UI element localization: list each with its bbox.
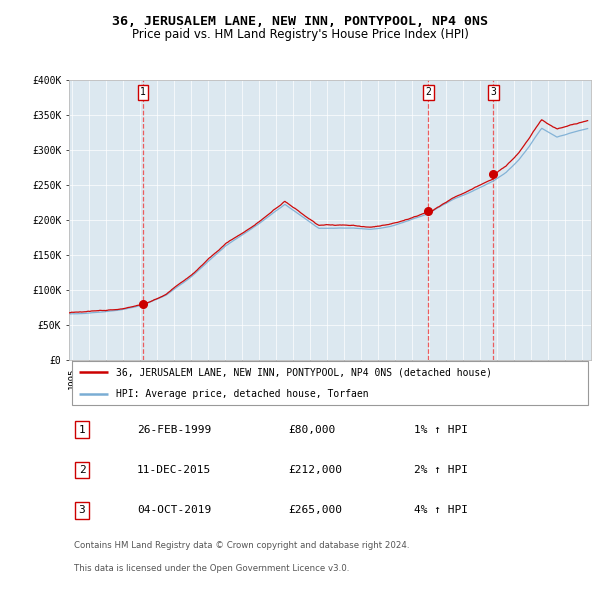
Text: 26-FEB-1999: 26-FEB-1999	[137, 425, 211, 435]
Text: 36, JERUSALEM LANE, NEW INN, PONTYPOOL, NP4 0NS (detached house): 36, JERUSALEM LANE, NEW INN, PONTYPOOL, …	[116, 368, 492, 378]
Text: 2: 2	[79, 465, 85, 475]
Text: 1% ↑ HPI: 1% ↑ HPI	[413, 425, 467, 435]
Text: £212,000: £212,000	[288, 465, 342, 475]
Text: 3: 3	[79, 506, 85, 516]
Text: 04-OCT-2019: 04-OCT-2019	[137, 506, 211, 516]
Text: Price paid vs. HM Land Registry's House Price Index (HPI): Price paid vs. HM Land Registry's House …	[131, 28, 469, 41]
Text: HPI: Average price, detached house, Torfaen: HPI: Average price, detached house, Torf…	[116, 389, 368, 399]
Text: This data is licensed under the Open Government Licence v3.0.: This data is licensed under the Open Gov…	[74, 565, 350, 573]
FancyBboxPatch shape	[71, 362, 589, 405]
Text: 11-DEC-2015: 11-DEC-2015	[137, 465, 211, 475]
Text: 2: 2	[425, 87, 431, 97]
Text: Contains HM Land Registry data © Crown copyright and database right 2024.: Contains HM Land Registry data © Crown c…	[74, 541, 410, 550]
Text: 4% ↑ HPI: 4% ↑ HPI	[413, 506, 467, 516]
Text: £265,000: £265,000	[288, 506, 342, 516]
Text: 3: 3	[490, 87, 496, 97]
Text: £80,000: £80,000	[288, 425, 335, 435]
Text: 1: 1	[140, 87, 146, 97]
Text: 1: 1	[79, 425, 85, 435]
Text: 36, JERUSALEM LANE, NEW INN, PONTYPOOL, NP4 0NS: 36, JERUSALEM LANE, NEW INN, PONTYPOOL, …	[112, 15, 488, 28]
Text: 2% ↑ HPI: 2% ↑ HPI	[413, 465, 467, 475]
